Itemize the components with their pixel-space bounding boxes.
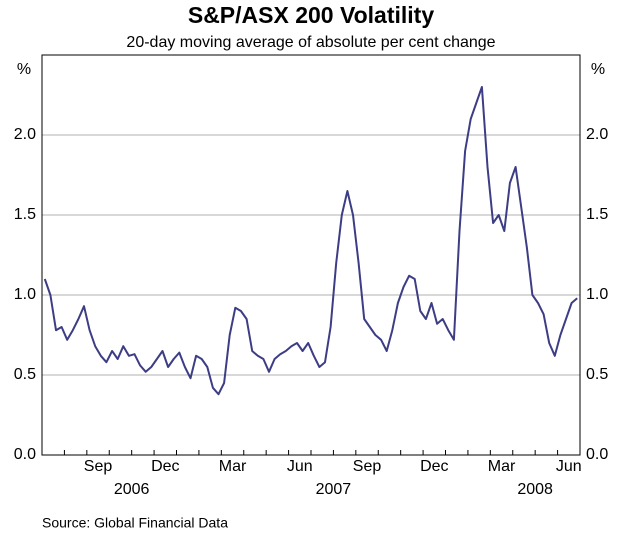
y-tick-label-left: 0.0 [14,446,36,463]
y-tick-label-right: 2.0 [586,126,608,143]
x-tick-label: Sep [84,458,113,475]
y-tick-label-right: 1.5 [586,206,608,223]
x-year-label: 2006 [114,481,150,498]
y-tick-label-right: 0.0 [586,446,608,463]
x-tick-label: Dec [151,458,179,475]
chart-subtitle: 20-day moving average of absolute per ce… [126,34,495,51]
y-unit-left: % [17,61,31,78]
y-unit-right: % [591,61,605,78]
y-tick-label-left: 1.5 [14,206,36,223]
x-tick-label: Sep [353,458,382,475]
y-tick-label-right: 1.0 [586,286,608,303]
x-tick-label: Jun [556,458,582,475]
x-tick-label: Dec [420,458,448,475]
x-tick-label: Jun [287,458,313,475]
source-note: Source: Global Financial Data [42,515,228,531]
x-tick-label: Mar [219,458,247,475]
y-tick-label-right: 0.5 [586,366,608,383]
x-year-label: 2008 [517,481,553,498]
plot-frame [41,54,581,456]
data-line [43,86,578,396]
y-tick-label-left: 2.0 [14,126,36,143]
x-year-label: 2007 [316,481,352,498]
x-tick-label: Mar [488,458,516,475]
y-tick-label-left: 1.0 [14,286,36,303]
chart-title: S&P/ASX 200 Volatility [188,2,434,28]
y-tick-label-left: 0.5 [14,366,36,383]
